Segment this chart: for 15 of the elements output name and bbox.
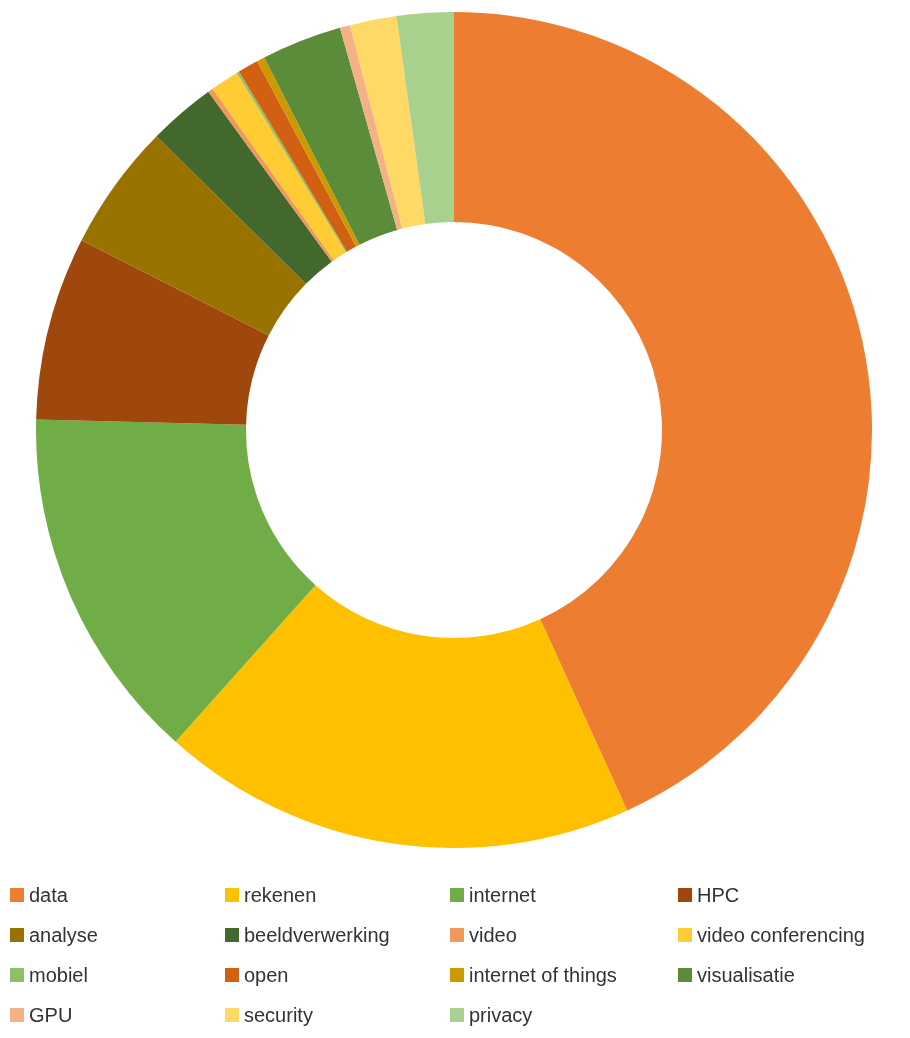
legend-label: GPU xyxy=(29,1004,73,1026)
legend-label: privacy xyxy=(469,1004,533,1026)
legend-label: data xyxy=(29,884,69,906)
legend-label: internet xyxy=(469,884,537,906)
legend-label: HPC xyxy=(697,884,740,906)
legend-label: video conferencing xyxy=(697,924,865,946)
legend-label: rekenen xyxy=(244,884,317,906)
legend-label: visualisatie xyxy=(697,964,795,986)
legend-label: open xyxy=(244,964,289,986)
legend-label: mobiel xyxy=(29,964,88,986)
legend-label: security xyxy=(244,1004,313,1026)
legend-label: beeldverwerking xyxy=(244,924,390,946)
legend-label: analyse xyxy=(29,924,98,946)
legend-label: internet of things xyxy=(469,964,617,986)
legend-label: video xyxy=(469,924,517,946)
